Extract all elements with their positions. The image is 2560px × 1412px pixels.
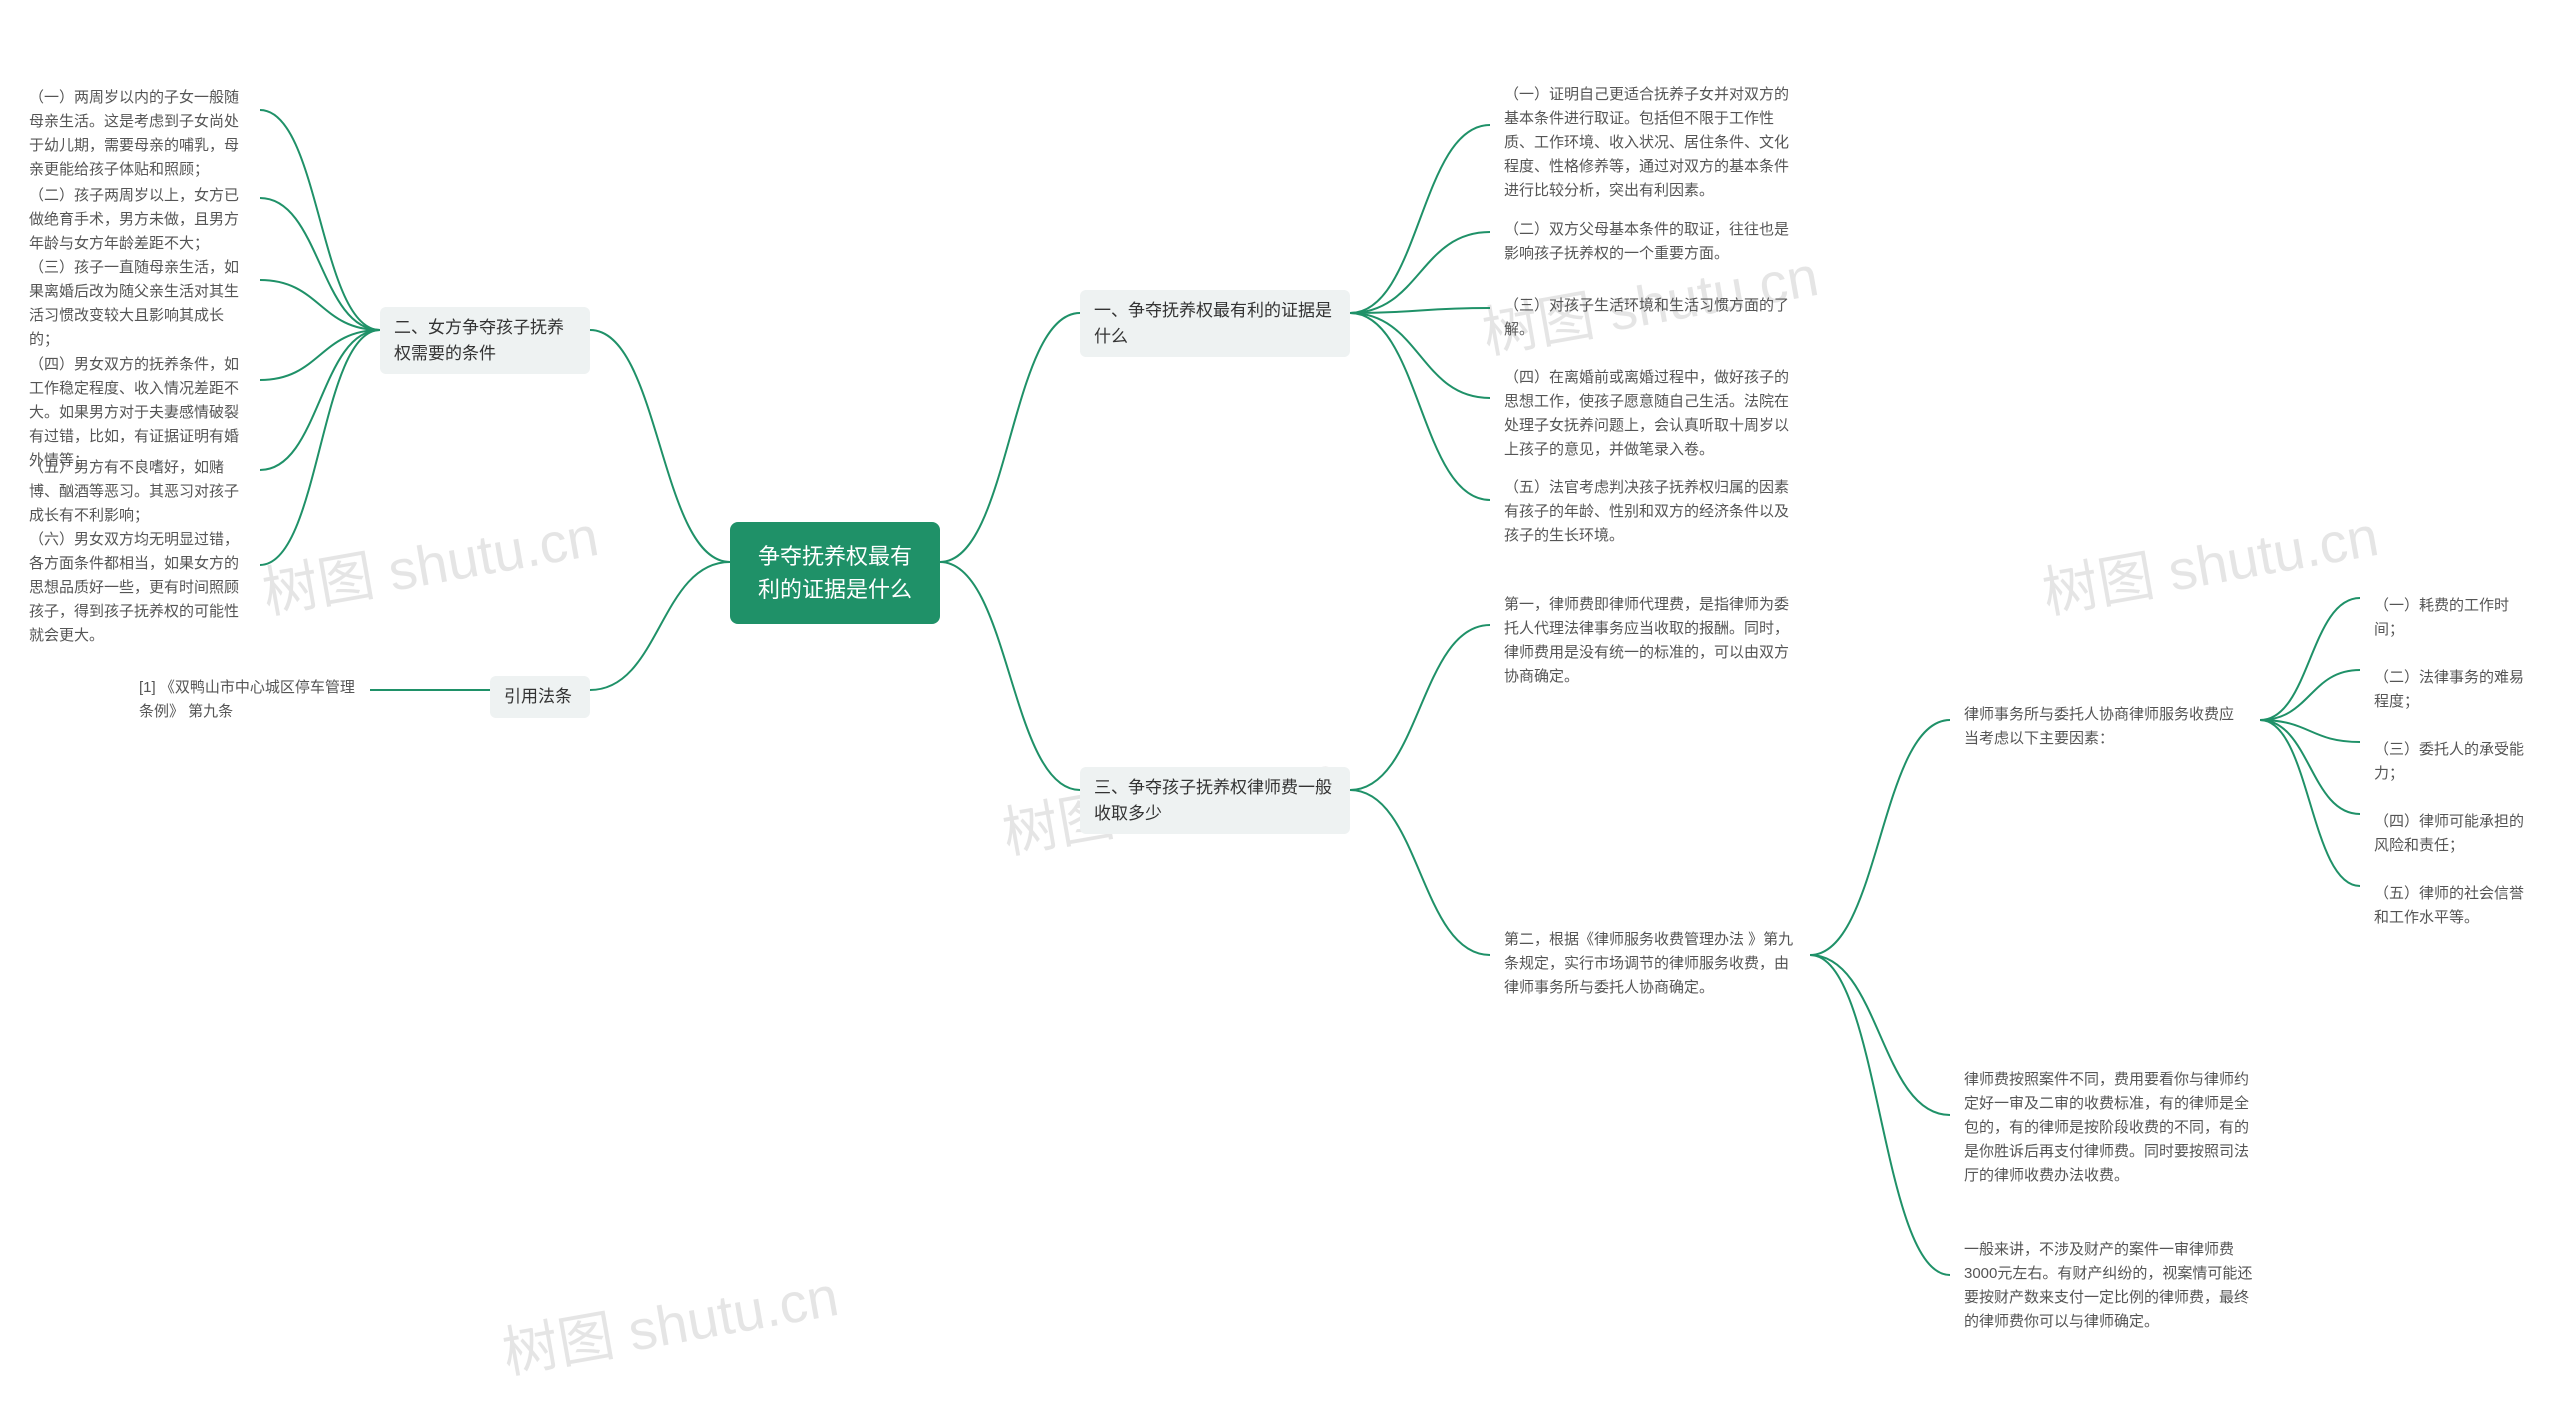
leaf-text: （一）两周岁以内的子女一般随母亲生活。这是考虑到子女尚处于幼儿期，需要母亲的哺乳… [29, 89, 239, 178]
root-label: 争夺抚养权最有利的证据是什么 [758, 544, 912, 602]
leaf: 律师事务所与委托人协商律师服务收费应当考虑以下主要因素： [1950, 695, 2260, 759]
branch-label: 引用法条 [504, 687, 572, 706]
leaf: （四）律师可能承担的风险和责任； [2360, 802, 2550, 866]
leaf-text: （二）法律事务的难易程度； [2374, 669, 2524, 710]
leaf: （二）双方父母基本条件的取证，往往也是影响孩子抚养权的一个重要方面。 [1490, 210, 1810, 274]
leaf: （一）耗费的工作时间； [2360, 586, 2540, 650]
leaf-text: （五）法官考虑判决孩子抚养权归属的因素有孩子的年龄、性别和双方的经济条件以及孩子… [1504, 479, 1789, 544]
leaf-text: （四）在离婚前或离婚过程中，做好孩子的思想工作，使孩子愿意随自己生活。法院在处理… [1504, 369, 1789, 458]
watermark: 树图 shutu.cn [256, 491, 604, 630]
leaf-text: （四）律师可能承担的风险和责任； [2374, 813, 2524, 854]
leaf-text: （六）男女双方均无明显过错，各方面条件都相当，如果女方的思想品质好一些，更有时间… [29, 531, 239, 644]
leaf: （二）法律事务的难易程度； [2360, 658, 2540, 722]
leaf-text: （二）孩子两周岁以上，女方已做绝育手术，男方未做，且男方年龄与女方年龄差距不大； [29, 187, 239, 252]
leaf-text: 一般来讲，不涉及财产的案件一审律师费3000元左右。有财产纠纷的，视案情可能还要… [1964, 1241, 2252, 1330]
root-node[interactable]: 争夺抚养权最有利的证据是什么 [730, 522, 940, 624]
leaf-text: 律师事务所与委托人协商律师服务收费应当考虑以下主要因素： [1964, 706, 2234, 747]
leaf-text: （三）委托人的承受能力； [2374, 741, 2524, 782]
leaf-text: （五）男方有不良嗜好，如赌博、酗酒等恶习。其恶习对孩子成长有不利影响； [29, 459, 239, 524]
leaf: （三）对孩子生活环境和生活习惯方面的了解。 [1490, 286, 1810, 350]
leaf-text: （三）孩子一直随母亲生活，如果离婚后改为随父亲生活对其生活习惯改变较大且影响其成… [29, 259, 239, 348]
leaf: （四）在离婚前或离婚过程中，做好孩子的思想工作，使孩子愿意随自己生活。法院在处理… [1490, 358, 1810, 470]
watermark: 树图 shutu.cn [2036, 491, 2384, 630]
watermark: 树图 shutu.cn [496, 1251, 844, 1390]
leaf-text: （二）双方父母基本条件的取证，往往也是影响孩子抚养权的一个重要方面。 [1504, 221, 1789, 262]
leaf: （五）律师的社会信誉和工作水平等。 [2360, 874, 2550, 938]
leaf: 律师费按照案件不同，费用要看你与律师约定好一审及二审的收费标准，有的律师是全包的… [1950, 1060, 2270, 1196]
leaf: （一）两周岁以内的子女一般随母亲生活。这是考虑到子女尚处于幼儿期，需要母亲的哺乳… [15, 78, 260, 190]
branch-cited-law[interactable]: 引用法条 [490, 676, 590, 718]
leaf-text: （一）证明自己更适合抚养子女并对双方的基本条件进行取证。包括但不限于工作性质、工… [1504, 86, 1789, 199]
leaf-text: （三）对孩子生活环境和生活习惯方面的了解。 [1504, 297, 1789, 338]
leaf-text: 第一，律师费即律师代理费，是指律师为委托人代理法律事务应当收取的报酬。同时，律师… [1504, 596, 1789, 685]
branch-label: 二、女方争夺孩子抚养权需要的条件 [394, 318, 564, 363]
branch-label: 一、争夺抚养权最有利的证据是什么 [1094, 301, 1332, 346]
branch-evidence[interactable]: 一、争夺抚养权最有利的证据是什么 [1080, 290, 1350, 357]
leaf-text: [1] 《双鸭山市中心城区停车管理条例》 第九条 [139, 679, 355, 720]
leaf: 第一，律师费即律师代理费，是指律师为委托人代理法律事务应当收取的报酬。同时，律师… [1490, 585, 1810, 697]
leaf: （三）孩子一直随母亲生活，如果离婚后改为随父亲生活对其生活习惯改变较大且影响其成… [15, 248, 260, 360]
leaf: 一般来讲，不涉及财产的案件一审律师费3000元左右。有财产纠纷的，视案情可能还要… [1950, 1230, 2270, 1342]
leaf: [1] 《双鸭山市中心城区停车管理条例》 第九条 [125, 668, 370, 732]
leaf: （一）证明自己更适合抚养子女并对双方的基本条件进行取证。包括但不限于工作性质、工… [1490, 75, 1810, 211]
leaf-text: 律师费按照案件不同，费用要看你与律师约定好一审及二审的收费标准，有的律师是全包的… [1964, 1071, 2249, 1184]
leaf: （三）委托人的承受能力； [2360, 730, 2540, 794]
leaf-text: （五）律师的社会信誉和工作水平等。 [2374, 885, 2524, 926]
branch-lawyer-fee[interactable]: 三、争夺孩子抚养权律师费一般收取多少 [1080, 767, 1350, 834]
leaf: 第二，根据《律师服务收费管理办法 》第九条规定，实行市场调节的律师服务收费，由律… [1490, 920, 1810, 1008]
leaf-text: 第二，根据《律师服务收费管理办法 》第九条规定，实行市场调节的律师服务收费，由律… [1504, 931, 1793, 996]
branch-female-conditions[interactable]: 二、女方争夺孩子抚养权需要的条件 [380, 307, 590, 374]
branch-label: 三、争夺孩子抚养权律师费一般收取多少 [1094, 778, 1332, 823]
leaf-text: （一）耗费的工作时间； [2374, 597, 2509, 638]
leaf: （五）法官考虑判决孩子抚养权归属的因素有孩子的年龄、性别和双方的经济条件以及孩子… [1490, 468, 1810, 556]
leaf: （六）男女双方均无明显过错，各方面条件都相当，如果女方的思想品质好一些，更有时间… [15, 520, 260, 656]
